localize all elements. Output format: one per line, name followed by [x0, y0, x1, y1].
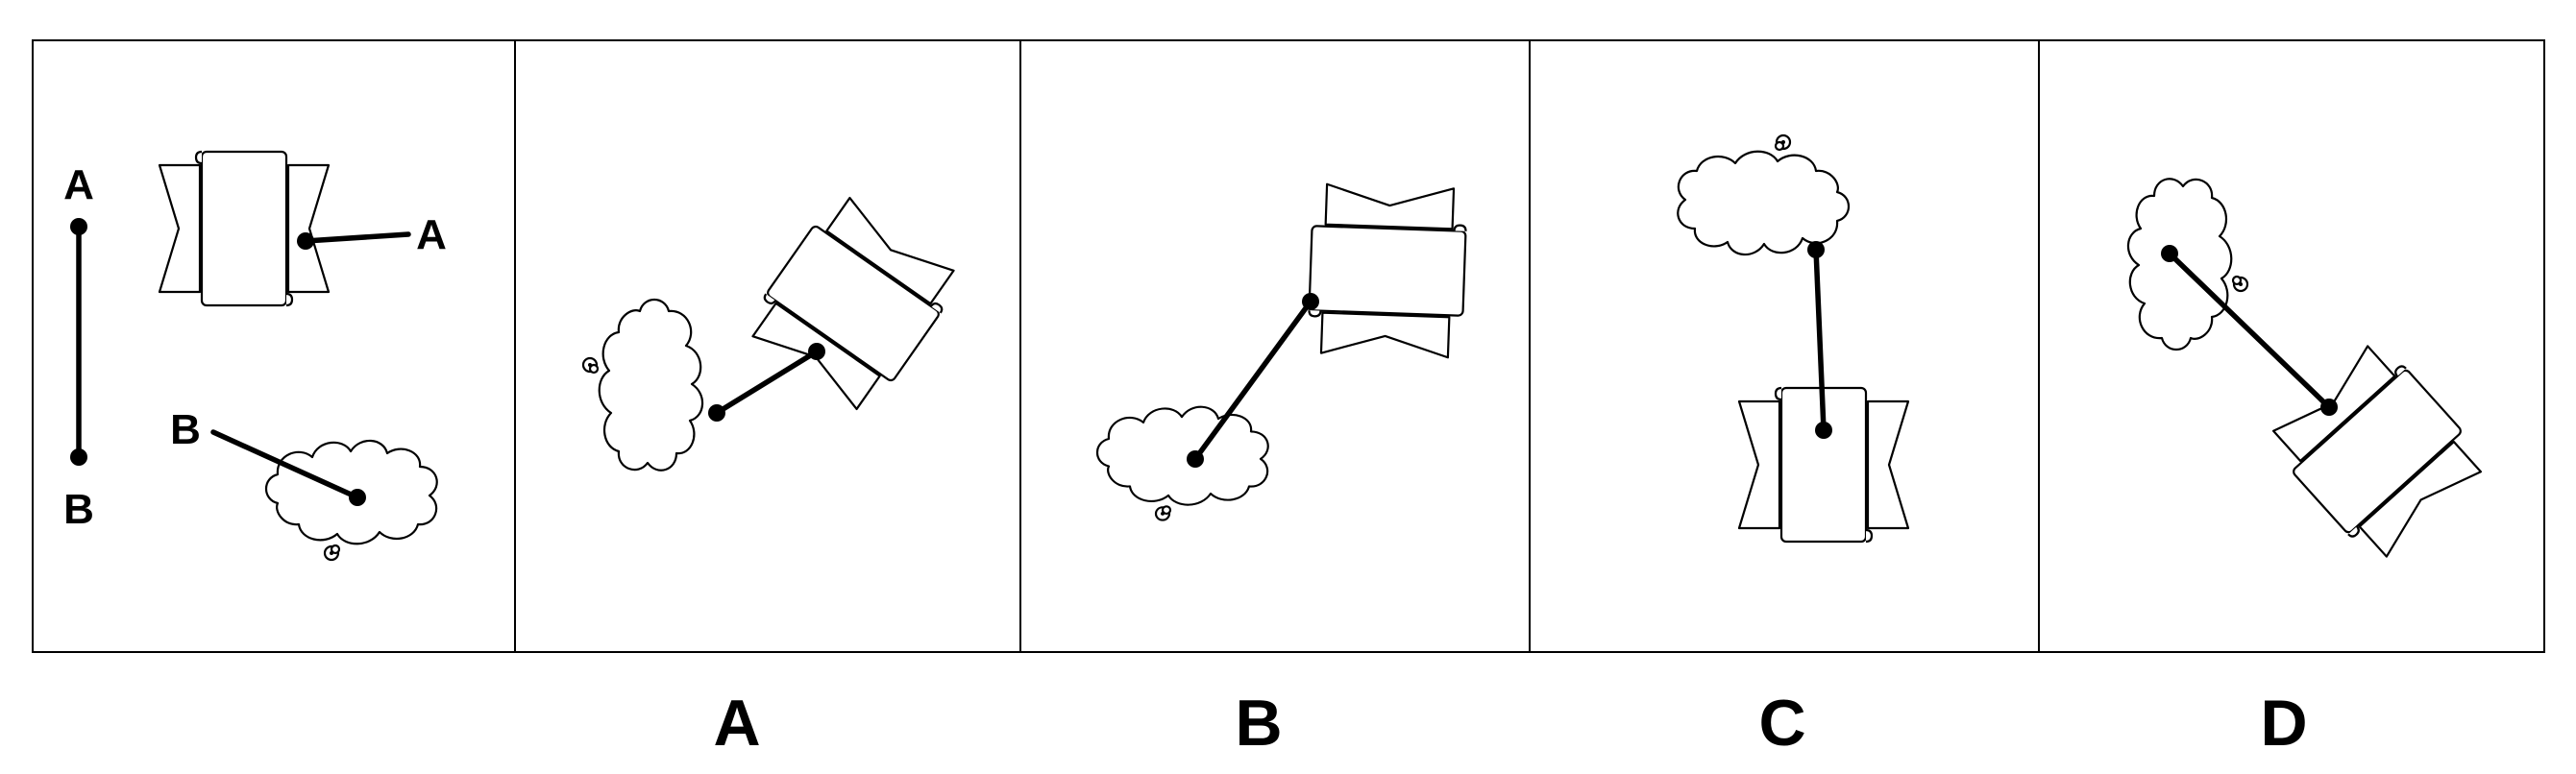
flag-point-label: A [416, 211, 447, 258]
option-a-label: A [713, 687, 760, 760]
option-c-panel [1529, 39, 2040, 653]
reference-segment [70, 218, 87, 466]
option-a-figure [581, 188, 967, 472]
segment-bottom-label: B [63, 486, 94, 533]
cloud-point-label: B [170, 406, 201, 453]
reference-panel [32, 39, 516, 653]
option-b-label: B [1235, 687, 1282, 760]
option-c-figure [1677, 133, 1910, 544]
option-d-panel [2038, 39, 2545, 653]
option-d-label: D [2260, 687, 2307, 760]
segment-top-label: A [63, 161, 94, 208]
option-b-figure [1095, 182, 1469, 521]
option-d-figure [2126, 178, 2492, 568]
option-c-label: C [1758, 687, 1805, 760]
option-a-panel [514, 39, 1021, 653]
reference-cloud [210, 429, 438, 562]
reference-flag [158, 150, 411, 307]
